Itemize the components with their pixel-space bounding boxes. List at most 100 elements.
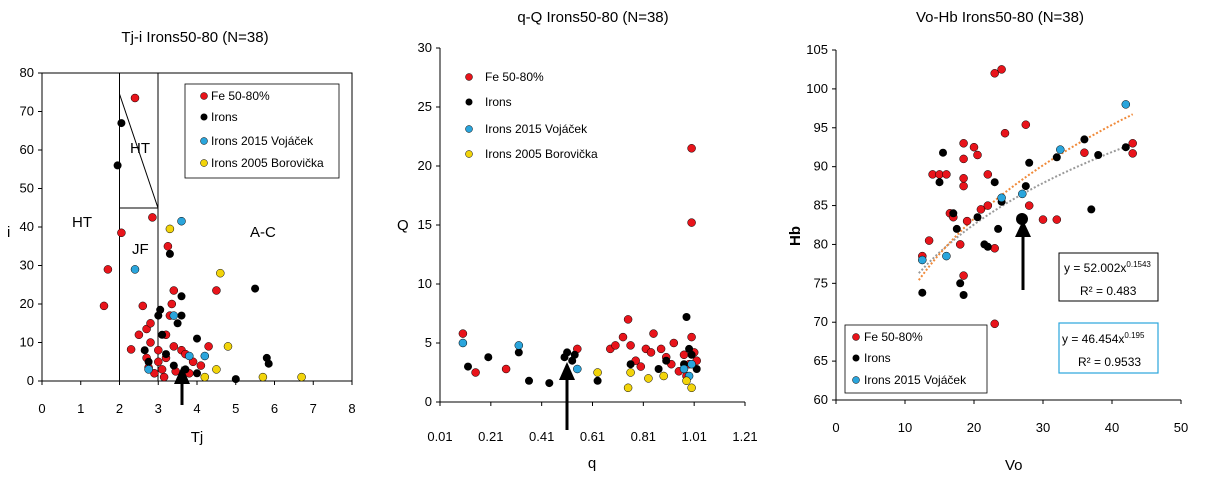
tj-i-legend — [184, 83, 340, 179]
legend-irons-marker — [852, 354, 860, 362]
vo-hb-xlabel: Vo — [1005, 457, 1023, 474]
legend-vojacek-marker — [465, 125, 473, 133]
legend-borovicka-marker — [465, 150, 473, 158]
data-point-borovicka — [200, 372, 210, 382]
data-point-fe — [656, 344, 666, 354]
legend-fe-label: Fe 50-80% — [485, 70, 544, 84]
legend-vojacek-marker — [852, 376, 860, 384]
legend-borovicka-label: Irons 2005 Borovička — [485, 147, 598, 161]
irons-fit-equation: y = 52.002x0.1543 — [1064, 260, 1151, 275]
data-point-irons — [1052, 153, 1061, 162]
y-tick-label: 10 — [418, 276, 432, 291]
data-point-fe — [204, 342, 213, 351]
x-tick-label: 1.21 — [732, 429, 757, 444]
data-point-fe — [1038, 215, 1048, 224]
legend-irons-label: Irons — [485, 95, 512, 109]
data-point-irons — [1087, 205, 1096, 214]
data-point-borovicka — [623, 383, 633, 393]
data-point-irons — [593, 376, 602, 385]
data-point-irons — [251, 284, 260, 293]
y-tick-label: 100 — [806, 81, 828, 96]
data-point-fe — [955, 240, 965, 249]
data-point-irons — [570, 350, 579, 359]
data-point-irons — [983, 242, 992, 251]
y-tick-label: 0 — [27, 373, 34, 388]
x-tick-label: 0.81 — [631, 429, 656, 444]
vo-hb-arrow-head — [1015, 220, 1031, 237]
data-point-fe — [157, 365, 167, 374]
tj-i-panel: Tj-i Irons50-80 (N=38) 01020304050607080… — [7, 29, 356, 446]
data-point-irons — [484, 353, 493, 362]
fe-fit-r2: R² = 0.9533 — [1078, 355, 1141, 369]
x-tick-label: 0 — [38, 401, 45, 416]
data-point-irons — [935, 178, 944, 187]
data-point-fe — [1080, 148, 1089, 157]
x-tick-label: 2 — [116, 401, 123, 416]
data-point-fe — [623, 315, 633, 324]
tj-i-arrow-head — [174, 366, 190, 384]
data-point-fe — [154, 345, 163, 355]
data-point-vojacek — [1056, 145, 1065, 154]
data-point-irons — [162, 350, 170, 359]
y-tick-label: 80 — [20, 65, 34, 80]
y-tick-label: 30 — [418, 40, 432, 55]
data-point-irons — [654, 365, 663, 373]
data-point-fe — [148, 213, 157, 222]
data-point-irons — [662, 356, 671, 365]
data-point-irons — [177, 311, 186, 320]
data-point-borovicka — [687, 383, 696, 393]
data-point-irons — [169, 361, 178, 370]
data-point-borovicka — [659, 371, 668, 381]
data-point-borovicka — [297, 372, 306, 382]
y-tick-label: 80 — [814, 236, 828, 251]
legend-borovicka-label: Irons 2005 Borovička — [211, 156, 324, 170]
legend-irons-marker — [465, 98, 473, 106]
x-tick-label: 7 — [310, 401, 317, 416]
data-point-vojacek — [177, 216, 186, 226]
data-point-vojacek — [679, 364, 689, 374]
legend-irons-label: Irons — [211, 110, 238, 124]
data-point-fe — [687, 218, 696, 227]
data-point-vojacek — [573, 364, 582, 374]
fe-fit-box — [1058, 322, 1159, 374]
data-point-fe — [618, 332, 628, 342]
data-point-irons — [959, 291, 968, 299]
data-point-fe — [924, 236, 934, 245]
data-point-irons — [464, 362, 472, 371]
y-tick-label: 70 — [20, 104, 34, 119]
data-point-irons — [1080, 135, 1089, 144]
data-point-vojacek — [185, 351, 194, 361]
tj-i-title: Tj-i Irons50-80 (N=38) — [121, 29, 268, 46]
data-point-fe — [134, 330, 144, 340]
y-tick-label: 25 — [418, 99, 432, 114]
data-point-fe — [169, 342, 179, 351]
data-point-irons — [626, 360, 635, 369]
data-point-fe — [646, 348, 656, 357]
data-point-irons — [158, 330, 167, 339]
data-point-irons — [1025, 158, 1034, 167]
data-point-fe — [103, 265, 113, 274]
data-point-fe — [196, 361, 206, 370]
legend-vojacek-label: Irons 2015 Vojáček — [211, 134, 314, 148]
data-point-fe — [471, 368, 480, 377]
legend-irons-label: Irons — [864, 351, 891, 365]
data-point-fe — [997, 65, 1006, 74]
data-point-vojacek — [997, 193, 1006, 203]
data-point-vojacek — [687, 359, 696, 369]
x-tick-label: 0.21 — [478, 429, 503, 444]
data-point-vojacek — [458, 338, 468, 348]
y-tick-label: 50 — [20, 181, 34, 196]
y-tick-label: 90 — [814, 159, 828, 174]
data-point-borovicka — [682, 376, 691, 386]
data-point-irons — [545, 379, 554, 388]
x-tick-label: 3 — [155, 401, 162, 416]
y-tick-label: 60 — [20, 142, 34, 157]
q-q-arrow-head — [559, 362, 575, 380]
y-tick-label: 15 — [418, 217, 432, 232]
legend-fe-marker — [852, 333, 860, 341]
data-point-borovicka — [258, 372, 268, 382]
data-point-irons — [682, 313, 691, 321]
data-point-fe — [1000, 128, 1010, 138]
data-point-fe — [154, 357, 163, 367]
data-point-irons — [165, 249, 174, 258]
